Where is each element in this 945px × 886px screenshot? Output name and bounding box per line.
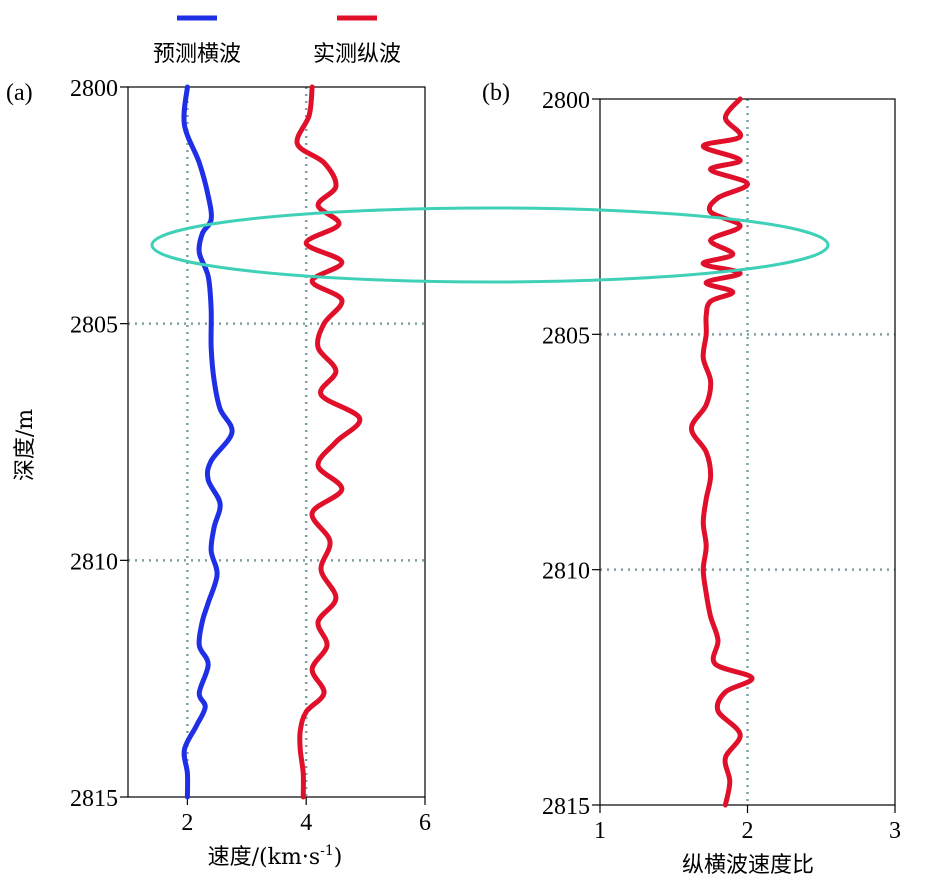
- panel-a-xtick-label-2: 6: [419, 810, 431, 836]
- panel-b-ytick-label-2: 2810: [542, 559, 590, 585]
- legend-label-1: 预测横波: [153, 42, 241, 67]
- panel-a-xtick-label-1: 4: [300, 810, 312, 836]
- x-axis-label-a-sup: -1: [320, 843, 334, 859]
- panel-a-ytick-label-2: 2810: [70, 549, 118, 575]
- panel-a-series-0: [181, 84, 235, 800]
- panel-a-ytick-label-0: 2800: [70, 76, 118, 102]
- legend: 预测横波 实测纵波: [153, 15, 401, 67]
- legend-label-2: 实测纵波: [313, 42, 401, 67]
- panel-b-xtick-label-0: 1: [594, 818, 606, 844]
- panel-a-plot: 2800 2805 2810 2815 2 4 6: [70, 76, 431, 836]
- panel-a-xtick-label-0: 2: [181, 810, 193, 836]
- panel-b-ytick-label-1: 2805: [542, 323, 590, 349]
- x-axis-label-a-end: ): [334, 845, 343, 870]
- panel-a-ytick-label-1: 2805: [70, 313, 118, 339]
- x-axis-label-b: 纵横波速度比: [682, 853, 814, 878]
- highlight-ellipse: [150, 206, 830, 284]
- panel-label-b: (b): [482, 80, 510, 106]
- panel-a-series-1: [294, 84, 363, 800]
- x-axis-label-a: 速度/(km·s-1): [208, 843, 343, 870]
- panel-a-ytick-label-3: 2815: [70, 786, 118, 812]
- y-axis-label: 深度/m: [13, 409, 38, 481]
- x-axis-label-a-main: 速度/(km·s: [208, 845, 320, 870]
- panel-b-xtick-label-2: 3: [889, 818, 901, 844]
- panel-label-a: (a): [6, 80, 33, 106]
- panel-b-ytick-label-0: 2800: [542, 88, 590, 114]
- panel-b-xtick-label-1: 2: [742, 818, 754, 844]
- panel-b-ytick-label-3: 2815: [542, 794, 590, 820]
- panel-b-series-0: [688, 96, 755, 808]
- panel-a-frame: [127, 86, 426, 798]
